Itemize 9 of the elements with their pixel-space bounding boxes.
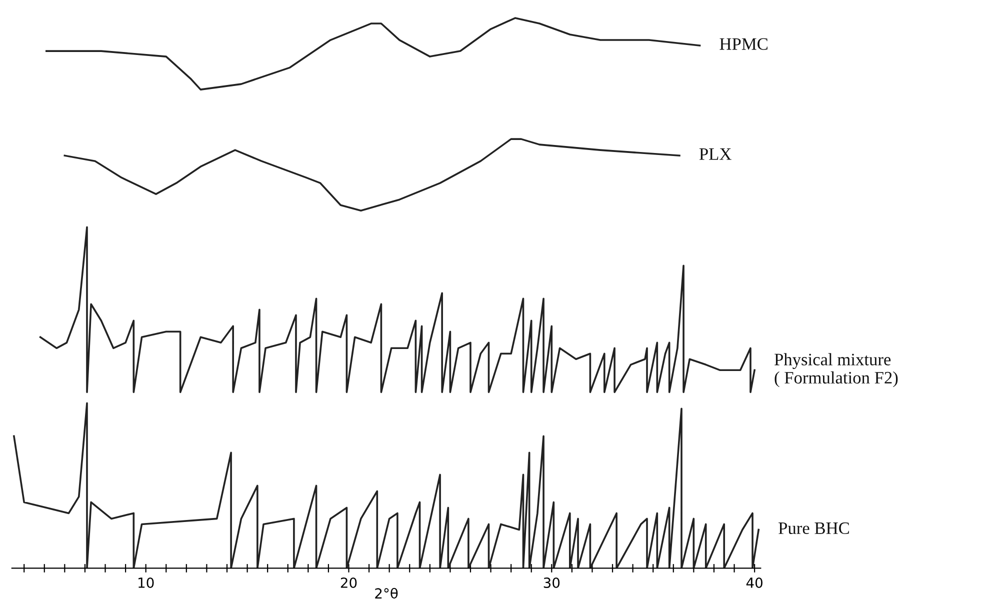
x-tick-label: 20 — [340, 578, 357, 588]
series-label: PLX — [699, 148, 732, 160]
x-axis-title: 2°θ — [375, 588, 398, 599]
x-tick-label: 10 — [138, 578, 154, 588]
series-label: Physical mixture ( Formulation F2) — [774, 353, 898, 388]
series-label: HPMC — [720, 38, 768, 50]
x-tick-label: 40 — [746, 578, 762, 588]
series-label: Pure BHC — [778, 522, 849, 534]
x-tick-label: 30 — [544, 578, 560, 588]
